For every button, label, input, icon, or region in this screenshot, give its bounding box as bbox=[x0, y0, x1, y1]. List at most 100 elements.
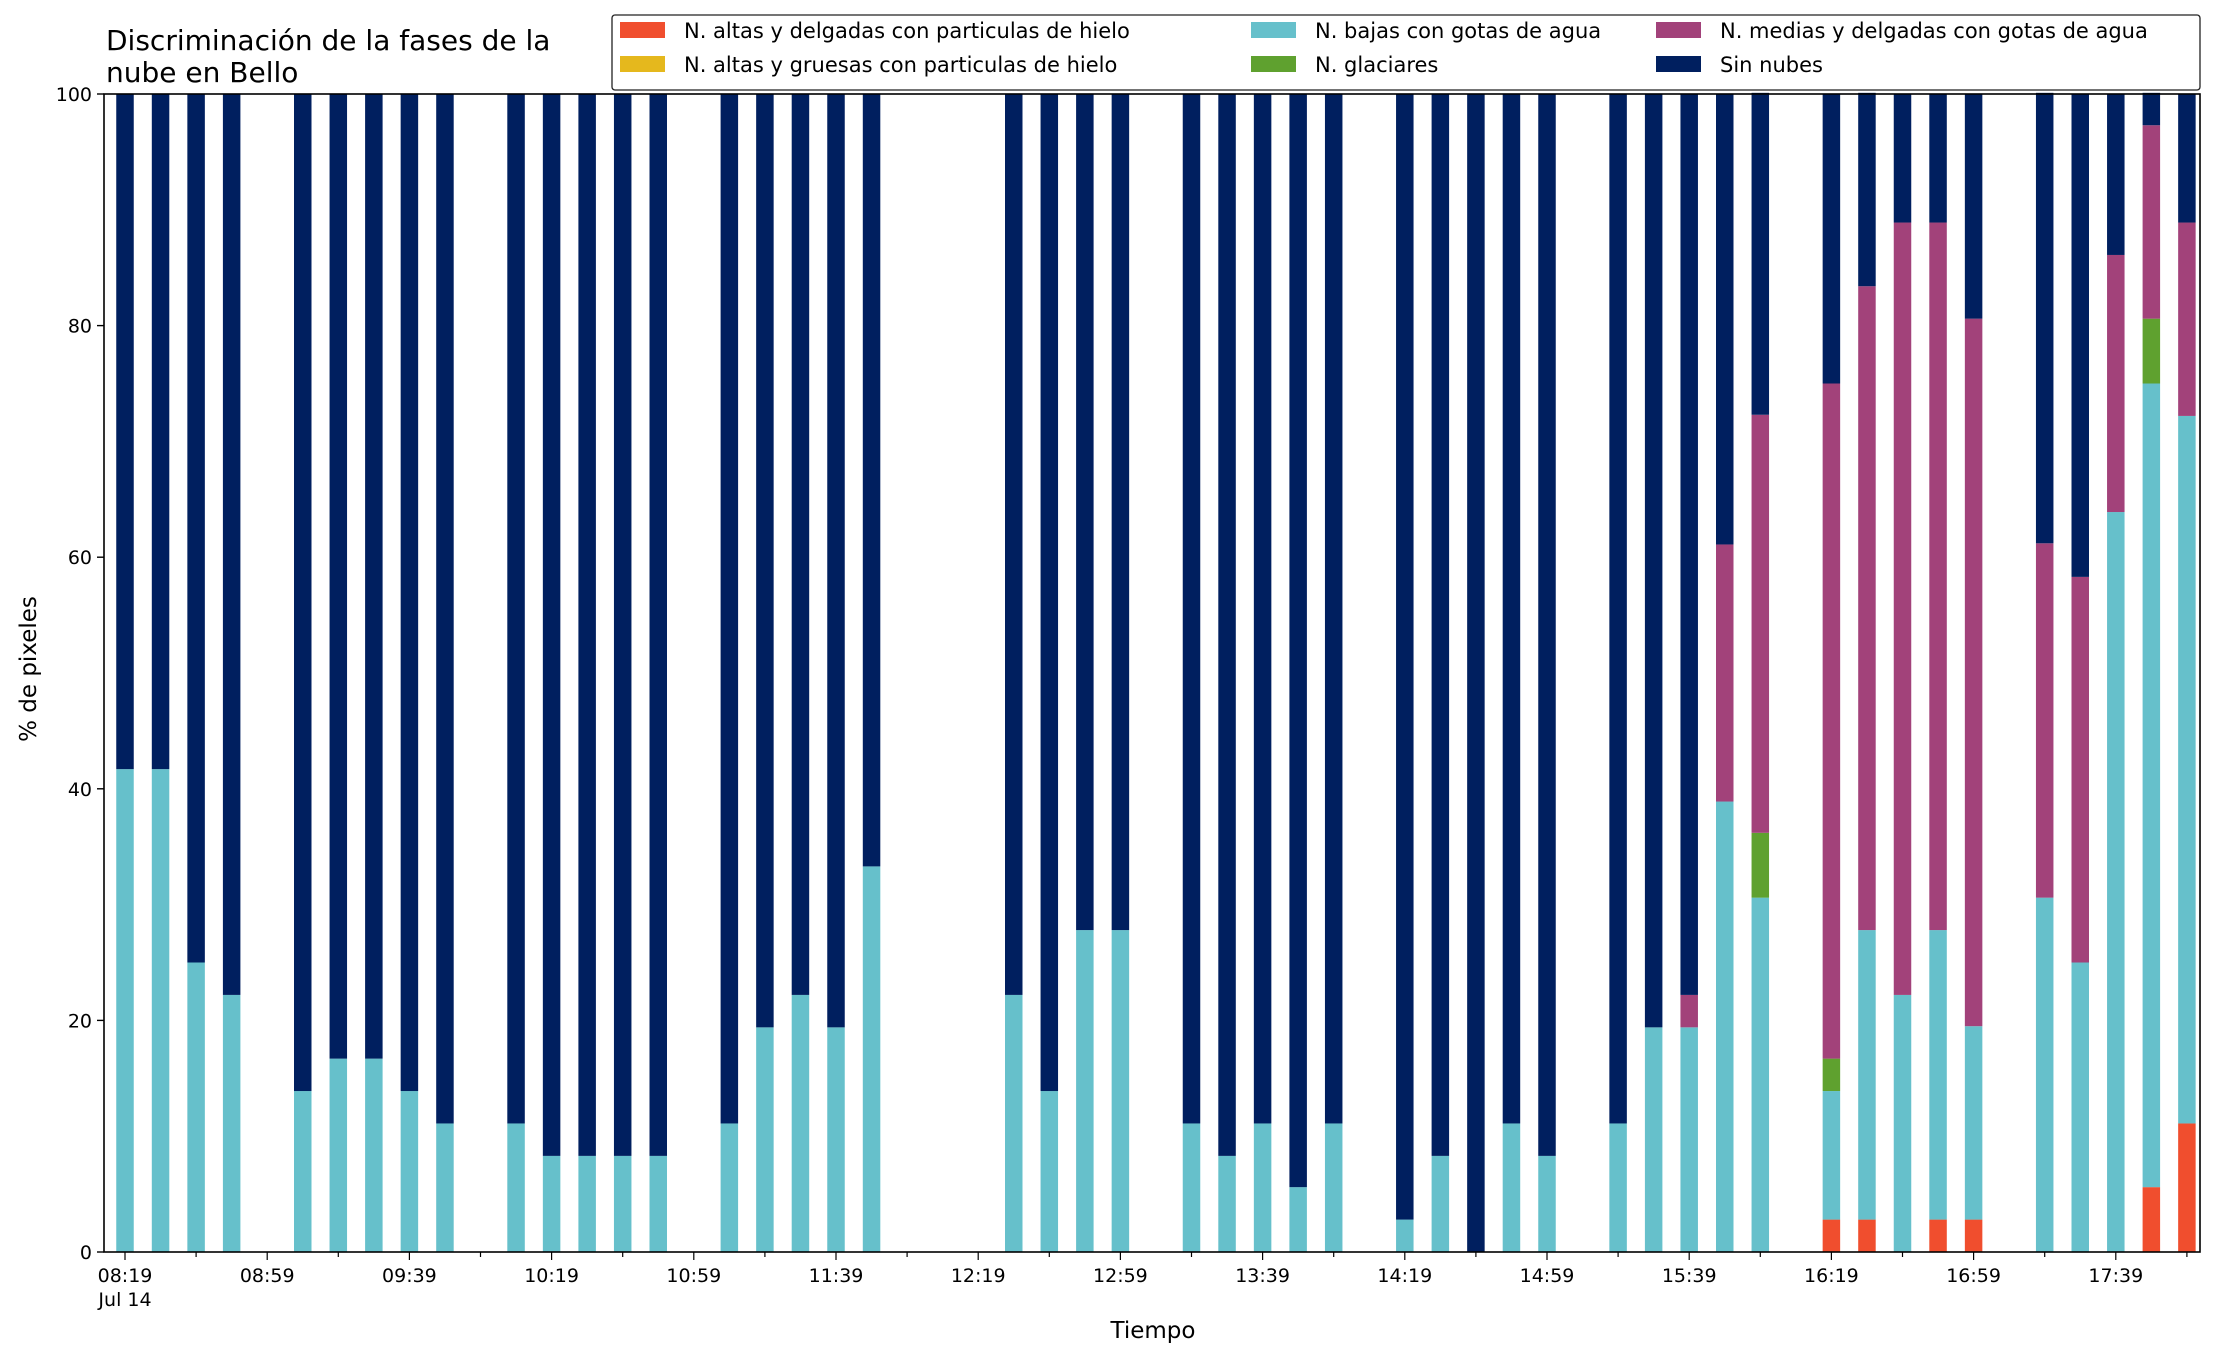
bar-segment-s4-t52 bbox=[1964, 318, 1983, 1027]
bar-segment-s2-t26 bbox=[1040, 1091, 1059, 1252]
bar-segment-s5-t25 bbox=[1005, 94, 1023, 995]
x-tick-label: 10:19 bbox=[524, 1265, 579, 1287]
y-tick-label: 0 bbox=[80, 1242, 92, 1264]
bar-segment-s2-t8 bbox=[400, 1091, 419, 1252]
bar-segment-s2-t31 bbox=[1218, 1155, 1236, 1252]
bar-segment-s5-t52 bbox=[1964, 94, 1983, 319]
bar-segment-s0-t58 bbox=[2178, 1123, 2196, 1252]
bar-segment-s5-t28 bbox=[1111, 94, 1130, 931]
bar-segment-s3-t57 bbox=[2142, 318, 2161, 384]
bar-segment-s5-t34 bbox=[1324, 94, 1343, 1124]
x-tick-label: 16:59 bbox=[1946, 1265, 2001, 1287]
bar-segment-s4-t51 bbox=[1929, 222, 1947, 931]
bar-segment-s2-t14 bbox=[613, 1155, 632, 1252]
legend-swatch bbox=[1251, 56, 1296, 72]
bar-segment-s2-t18 bbox=[756, 1027, 774, 1252]
bar-segment-s5-t26 bbox=[1040, 94, 1059, 1092]
legend-swatch bbox=[1251, 22, 1296, 38]
bar-segment-s5-t18 bbox=[756, 94, 774, 1028]
bar-segment-s4-t58 bbox=[2178, 222, 2196, 416]
legend-label: N. altas y gruesas con particulas de hie… bbox=[684, 53, 1117, 77]
bar-segment-s5-t3 bbox=[222, 94, 241, 995]
bar-segment-s2-t36 bbox=[1396, 1219, 1414, 1252]
bar-segment-s2-t52 bbox=[1964, 1026, 1983, 1220]
bar-segment-s5-t46 bbox=[1751, 92, 1770, 415]
bar-segment-s5-t58 bbox=[2178, 94, 2196, 223]
x-tick-label: 14:19 bbox=[1377, 1265, 1432, 1287]
bar-segment-s5-t20 bbox=[827, 94, 845, 1028]
bar-segment-s5-t13 bbox=[578, 94, 596, 1156]
bar-segment-s5-t42 bbox=[1609, 94, 1627, 1124]
x-tick-sublabel: Jul 14 bbox=[97, 1289, 151, 1311]
bar-segment-s5-t48 bbox=[1822, 94, 1841, 384]
bar-segment-s4-t46 bbox=[1751, 414, 1770, 833]
bar-segment-s2-t6 bbox=[329, 1058, 348, 1252]
y-tick-label: 60 bbox=[68, 547, 92, 569]
bar-segment-s2-t15 bbox=[649, 1155, 667, 1252]
bar-segment-s4-t57 bbox=[2142, 125, 2161, 319]
bar-segment-s2-t58 bbox=[2178, 415, 2196, 1124]
bar-segment-s2-t43 bbox=[1644, 1027, 1663, 1252]
bar-segment-s5-t56 bbox=[2107, 94, 2125, 255]
bar-segment-s2-t32 bbox=[1253, 1123, 1272, 1252]
bar-segment-s5-t43 bbox=[1644, 94, 1663, 1028]
bar-segment-s5-t37 bbox=[1431, 94, 1450, 1156]
axes-layer: 0 20 40 60 80 100 08:19 08:59 09:39 10:19 10:59 11:… bbox=[56, 84, 2201, 1311]
bar-segment-s5-t33 bbox=[1289, 94, 1307, 1188]
x-tick-label: 08:59 bbox=[240, 1265, 295, 1287]
x-tick-label: 16:19 bbox=[1804, 1265, 1859, 1287]
bar-segment-s4-t50 bbox=[1893, 222, 1912, 995]
x-tick-label: 10:59 bbox=[666, 1265, 721, 1287]
legend-label: N. glaciares bbox=[1315, 53, 1438, 77]
bar-segment-s2-t48 bbox=[1822, 1091, 1841, 1220]
chart-title: Discriminación de la fases de la nube en… bbox=[106, 24, 550, 89]
x-tick-label: 14:59 bbox=[1520, 1265, 1575, 1287]
bar-segment-s2-t28 bbox=[1111, 930, 1130, 1252]
bar-segment-s2-t12 bbox=[542, 1155, 561, 1252]
bar-segment-s5-t55 bbox=[2071, 94, 2089, 577]
legend-label: Sin nubes bbox=[1720, 53, 1823, 77]
x-tick-label: 08:19 bbox=[98, 1265, 153, 1287]
bar-segment-s2-t46 bbox=[1751, 897, 1770, 1252]
bar-segment-s0-t52 bbox=[1964, 1219, 1983, 1252]
bar-segment-s3-t46 bbox=[1751, 832, 1770, 898]
bar-segment-s4-t45 bbox=[1716, 544, 1734, 802]
legend-swatch bbox=[1656, 56, 1701, 72]
bar-segment-s2-t9 bbox=[436, 1123, 454, 1252]
y-tick-label: 20 bbox=[68, 1010, 92, 1032]
bar-segment-s5-t32 bbox=[1253, 94, 1272, 1124]
bar-segment-s2-t7 bbox=[365, 1058, 383, 1252]
chart-title-line-1: Discriminación de la fases de la bbox=[106, 24, 550, 57]
bar-segment-s2-t45 bbox=[1716, 801, 1734, 1252]
bar-segment-s2-t21 bbox=[862, 866, 881, 1252]
y-tick-label: 40 bbox=[68, 779, 92, 801]
bar-segment-s5-t12 bbox=[542, 94, 561, 1156]
bar-segment-s5-t1 bbox=[151, 94, 170, 770]
bar-segment-s5-t44 bbox=[1680, 94, 1698, 995]
legend: N. altas y delgadas con particulas de hi… bbox=[611, 14, 2201, 91]
bar-segment-s5-t7 bbox=[365, 94, 383, 1059]
bar-segment-s2-t30 bbox=[1182, 1123, 1201, 1252]
bar-segment-s0-t51 bbox=[1929, 1219, 1947, 1252]
bar-segment-s0-t49 bbox=[1858, 1219, 1876, 1252]
bar-segment-s2-t44 bbox=[1680, 1027, 1698, 1252]
legend-label: N. altas y delgadas con particulas de hi… bbox=[684, 19, 1130, 43]
bar-segment-s2-t3 bbox=[222, 994, 241, 1252]
bar-segment-s4-t48 bbox=[1822, 383, 1841, 1059]
bar-segment-s2-t54 bbox=[2035, 897, 2054, 1252]
bar-segment-s5-t50 bbox=[1893, 94, 1912, 223]
bar-segment-s2-t0 bbox=[116, 769, 134, 1252]
bar-segment-s2-t33 bbox=[1289, 1187, 1307, 1252]
bar-segment-s5-t21 bbox=[862, 94, 881, 867]
bar-segment-s2-t50 bbox=[1893, 994, 1912, 1252]
x-tick-label: 15:39 bbox=[1662, 1265, 1717, 1287]
bar-segment-s2-t20 bbox=[827, 1027, 845, 1252]
bar-segment-s5-t36 bbox=[1396, 94, 1414, 1220]
bar-segment-s5-t14 bbox=[613, 94, 632, 1156]
bar-segment-s5-t57 bbox=[2142, 92, 2161, 126]
bar-segment-s3-t48 bbox=[1822, 1058, 1841, 1092]
bar-segment-s5-t27 bbox=[1076, 94, 1094, 931]
bar-segment-s2-t42 bbox=[1609, 1123, 1627, 1252]
bar-segment-s5-t17 bbox=[720, 94, 739, 1124]
